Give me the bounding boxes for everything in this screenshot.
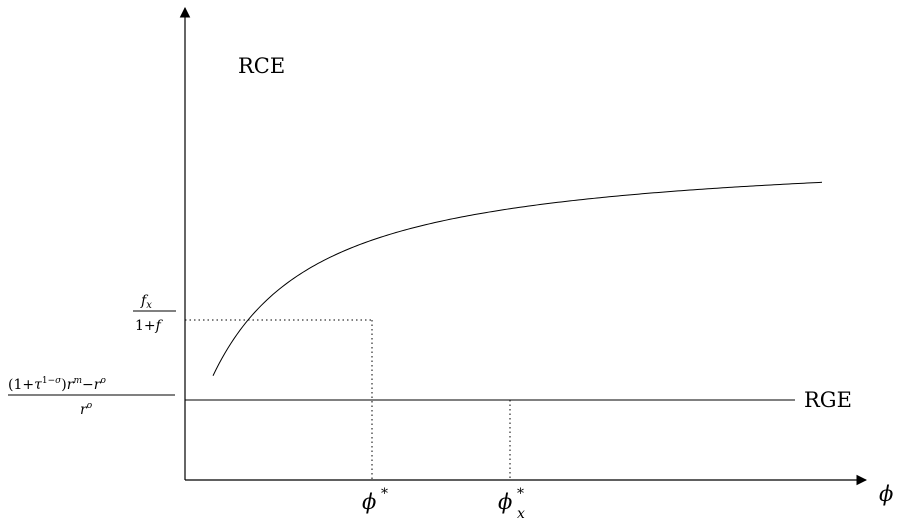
tick-label-phi-x-star: ϕ * x <box>498 486 525 522</box>
tick-phi-x-star-sub: x <box>517 506 525 522</box>
tick-phi-star-base: ϕ <box>362 490 376 514</box>
y-label-upper-fraction: fx 1+f <box>133 293 176 334</box>
rce-label: RCE <box>238 54 285 78</box>
tick-phi-star-sup: * <box>381 486 388 502</box>
tick-label-phi-star: ϕ * <box>362 486 388 514</box>
rce-curve <box>212 181 823 376</box>
x-axis-label: ϕ <box>879 482 893 506</box>
y-upper-numerator: fx <box>140 293 152 311</box>
tick-phi-x-star-sup: * <box>517 486 524 502</box>
y-lower-numerator: (1+τ1−σ)rm−ro <box>8 376 106 393</box>
y-label-lower-fraction: (1+τ1−σ)rm−ro ro <box>8 376 175 418</box>
tick-phi-x-star-base: ϕ <box>498 490 512 514</box>
y-upper-denominator: 1+f <box>135 318 164 334</box>
y-lower-denominator: ro <box>80 401 93 418</box>
rge-label: RGE <box>804 388 852 412</box>
